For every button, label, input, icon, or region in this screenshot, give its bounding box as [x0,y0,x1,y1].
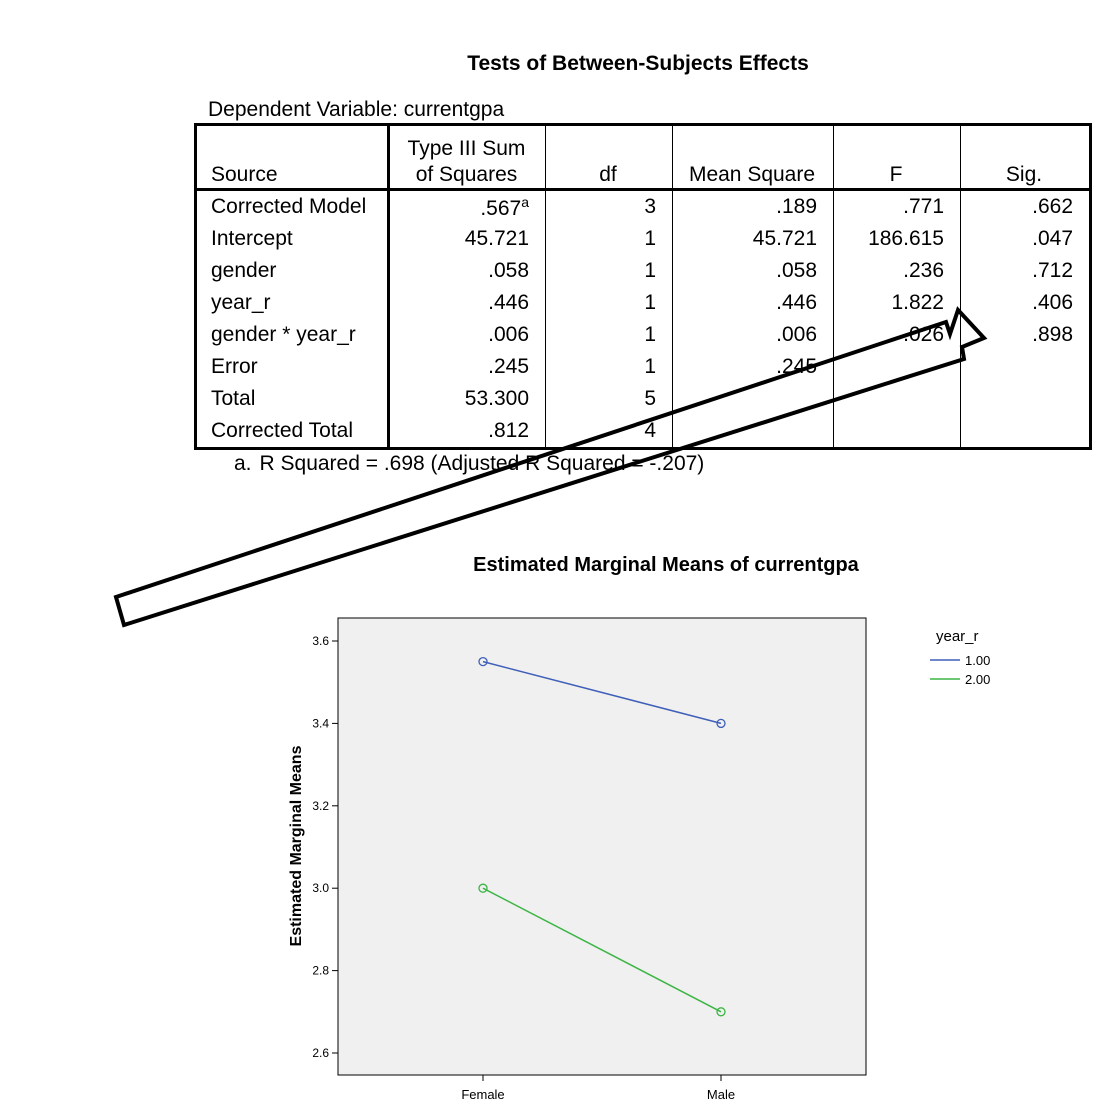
y-axis-label: Estimated Marginal Means [288,745,305,946]
cell-ss: .812 [388,415,546,450]
table-row: Total 53.300 5 [194,383,1092,415]
cell-ss-value: .567 [480,196,522,220]
legend-label: 1.00 [965,653,990,668]
table-row: gender .058 1 .058 .236 .712 [194,255,1092,287]
header-df: df [545,123,673,191]
cell-ss: .567a [388,189,546,223]
cell-sig: .898 [960,319,1092,351]
legend-title: year_r [936,628,979,645]
data-point-marker [716,718,726,729]
table-title: Tests of Between-Subjects Effects [467,52,809,75]
x-axis: Female Male [461,1075,735,1102]
cell-df: 1 [545,223,673,255]
dependent-variable-label: Dependent Variable: currentgpa [208,98,505,121]
header-sig: Sig. [960,123,1092,191]
cell-df: 1 [545,255,673,287]
table-row: Intercept 45.721 1 45.721 186.615 .047 [194,223,1092,255]
cell-ms: 45.721 [672,223,834,255]
cell-df: 5 [545,383,673,415]
data-point-marker [478,656,488,667]
cell-source: year_r [194,287,390,319]
cell-f: 1.822 [833,287,961,319]
cell-sig: .047 [960,223,1092,255]
series-layer [478,656,726,1017]
footnote-mark: a. [234,452,252,475]
cell-ss: .245 [388,351,546,383]
cell-sig: .406 [960,287,1092,319]
cell-ms: .189 [672,189,834,223]
anova-table: Source Type III Sum of Squares df Mean S… [194,123,1092,450]
cell-source: Intercept [194,223,390,255]
data-point-marker [716,1007,726,1017]
table-row: Corrected Total .812 4 [194,415,1092,450]
cell-ms [672,383,834,415]
header-sum-of-squares: Type III Sum of Squares [388,123,546,191]
cell-f: 186.615 [833,223,961,255]
y-tick-label: 3.2 [312,799,329,813]
table-row: Corrected Model .567a 3 .189 .771 .662 [194,189,1092,223]
cell-source: gender * year_r [194,319,390,351]
cell-f [833,351,961,383]
header-ss-line1: Type III Sum [407,137,526,160]
series-line [482,660,722,725]
cell-source: Corrected Model [194,189,390,223]
x-tick-label: Female [461,1087,504,1102]
plot-area [337,617,867,1076]
header-ss-line2: of Squares [415,163,518,186]
y-tick-label: 3.4 [312,716,329,730]
y-axis: 2.6 2.8 3.0 3.2 3.4 3.6 [312,634,338,1060]
cell-f: .026 [833,319,961,351]
cell-f [833,383,961,415]
cell-sig: .662 [960,189,1092,223]
cell-f [833,415,961,450]
cell-ms: .245 [672,351,834,383]
cell-ms: .006 [672,319,834,351]
cell-source: gender [194,255,390,287]
cell-ms [672,415,834,450]
footnote-text: R Squared = .698 (Adjusted R Squared = -… [259,452,705,475]
y-tick-label: 2.8 [312,964,329,978]
header-f: F [833,123,961,191]
anova-table-container: Source Type III Sum of Squares df Mean S… [194,123,1092,450]
table-footnote: a. R Squared = .698 (Adjusted R Squared =… [234,452,704,476]
cell-df: 4 [545,415,673,450]
cell-ms: .058 [672,255,834,287]
cell-sig: .712 [960,255,1092,287]
cell-df: 1 [545,319,673,351]
table-row: Error .245 1 .245 [194,351,1092,383]
cell-sig [960,415,1092,450]
legend-label: 2.00 [965,672,990,687]
legend: year_r 1.00 2.00 [930,628,990,687]
x-tick-label: Male [707,1087,735,1102]
series-line [482,887,722,1013]
y-tick-label: 3.6 [312,634,329,648]
data-point-marker [478,883,488,893]
cell-sig [960,383,1092,415]
y-tick-label: 3.0 [312,881,329,895]
cell-f: .236 [833,255,961,287]
cell-ss: 45.721 [388,223,546,255]
header-source: Source [194,123,390,191]
header-mean-square: Mean Square [672,123,834,191]
cell-ms: .446 [672,287,834,319]
cell-ss: .058 [388,255,546,287]
cell-source: Error [194,351,390,383]
cell-ss: .006 [388,319,546,351]
cell-df: 3 [545,189,673,223]
table-header-row: Source Type III Sum of Squares df Mean S… [194,123,1092,191]
cell-sig [960,351,1092,383]
marginal-means-chart: 2.6 2.8 3.0 3.2 3.4 3.6 Female Male Estimated … [288,617,990,1102]
cell-source: Total [194,383,390,415]
chart-title: Estimated Marginal Means of currentgpa [473,554,859,576]
table-row: gender * year_r .006 1 .006 .026 .898 [194,319,1092,351]
cell-f: .771 [833,189,961,223]
cell-ss: .446 [388,287,546,319]
y-tick-label: 2.6 [312,1046,329,1060]
cell-ss: 53.300 [388,383,546,415]
cell-source: Corrected Total [194,415,390,450]
cell-df: 1 [545,287,673,319]
table-row: year_r .446 1 .446 1.822 .406 [194,287,1092,319]
footnote-superscript: a [521,193,529,210]
cell-df: 1 [545,351,673,383]
